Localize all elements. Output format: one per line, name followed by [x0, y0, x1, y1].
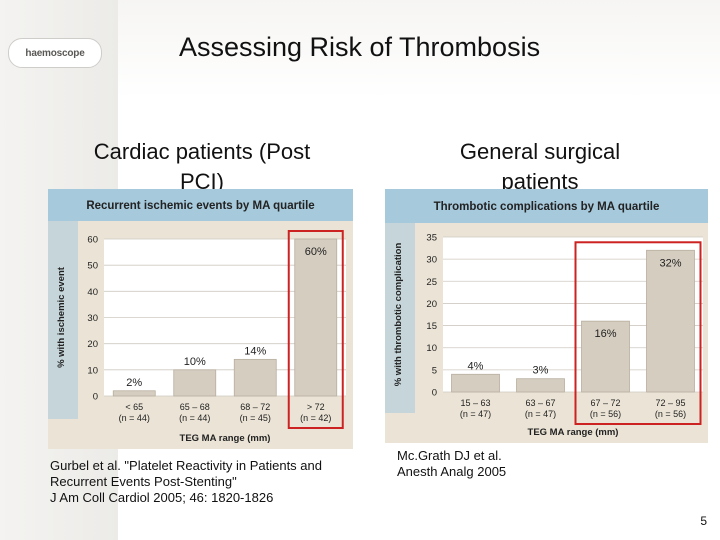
- y-tick-label: 30: [426, 255, 437, 266]
- y-tick-label: 0: [432, 388, 437, 399]
- page-number: 5: [700, 514, 707, 528]
- x-category-count: (n = 42): [300, 413, 331, 423]
- slide-title: Assessing Risk of Thrombosis: [178, 32, 541, 62]
- highlight-box: [287, 230, 344, 429]
- highlight-box: [574, 241, 702, 425]
- ischemic-events-chart: Recurrent ischemic events by MA quartile…: [48, 189, 353, 449]
- bar-value-label: 60%: [305, 246, 327, 258]
- y-tick-label: 40: [87, 287, 98, 298]
- chart-title: Thrombotic complications by MA quartile: [434, 201, 660, 213]
- bar: [516, 378, 565, 393]
- y-tick-label: 50: [87, 261, 98, 272]
- x-category-label: 72 – 95: [655, 398, 685, 408]
- chart-title: Recurrent ischemic events by MA quartile: [86, 200, 314, 212]
- y-tick-label: 25: [426, 277, 437, 288]
- right-citation: Mc.Grath DJ et al. Anesth Analg 2005: [397, 448, 597, 480]
- x-category-label: 68 – 72: [240, 402, 270, 412]
- x-category-label: > 72: [307, 402, 325, 412]
- right-citation-line2: Anesth Analg 2005: [397, 464, 507, 479]
- y-axis-label: % with thrombotic complication: [393, 243, 404, 387]
- bar-value-label: 2%: [126, 377, 142, 389]
- bar-value-label: 4%: [468, 360, 484, 372]
- x-category-label: < 65: [125, 402, 143, 412]
- right-citation-line1: Mc.Grath DJ et al.: [397, 448, 502, 463]
- y-tick-label: 30: [87, 313, 98, 324]
- left-column-heading: Cardiac patients (Post PCI): [50, 137, 354, 197]
- bar-value-label: 14%: [244, 345, 266, 357]
- right-heading-line1: General surgical: [459, 139, 621, 164]
- x-axis-label: TEG MA range (mm): [180, 433, 271, 444]
- y-tick-label: 5: [432, 365, 437, 376]
- bar: [451, 373, 500, 393]
- chart-title-band: [385, 189, 708, 223]
- y-tick-label: 10: [87, 365, 98, 376]
- x-category-count: (n = 44): [119, 413, 150, 423]
- y-tick-label: 15: [426, 321, 437, 332]
- x-category-count: (n = 44): [179, 413, 210, 423]
- left-citation: Gurbel et al. "Platelet Reactivity in Pa…: [50, 458, 370, 506]
- left-citation-line1: Gurbel et al. "Platelet Reactivity in Pa…: [50, 458, 322, 473]
- left-citation-line3: J Am Coll Cardiol 2005; 46: 1820-1826: [50, 490, 274, 505]
- thrombotic-complications-chart: Thrombotic complications by MA quartile 0…: [385, 189, 708, 443]
- bar-value-label: 32%: [659, 257, 681, 269]
- y-axis-label: % with ischemic event: [56, 266, 67, 368]
- x-category-count: (n = 56): [655, 409, 686, 419]
- bar-value-label: 16%: [594, 328, 616, 340]
- y-tick-label: 20: [426, 299, 437, 310]
- y-tick-label: 60: [87, 235, 98, 246]
- bar: [581, 320, 630, 393]
- header-band: [118, 0, 720, 98]
- bar-value-label: 3%: [533, 365, 549, 377]
- left-heading-line1: Cardiac patients (Post: [93, 139, 311, 164]
- y-tick-label: 20: [87, 339, 98, 350]
- bar: [646, 249, 695, 393]
- x-category-count: (n = 45): [240, 413, 271, 423]
- bar: [173, 369, 217, 397]
- haemoscope-logo: haemoscope: [8, 38, 102, 68]
- x-category-count: (n = 56): [590, 409, 621, 419]
- left-citation-line2: Recurrent Events Post-Stenting": [50, 474, 237, 489]
- y-tick-label: 0: [93, 392, 98, 403]
- x-category-label: 65 – 68: [180, 402, 210, 412]
- x-axis-label: TEG MA range (mm): [528, 427, 619, 438]
- y-axis-band: [48, 221, 78, 419]
- x-category-count: (n = 47): [525, 409, 556, 419]
- chart-svg: Recurrent ischemic events by MA quartile…: [48, 189, 353, 444]
- x-category-label: 67 – 72: [590, 398, 620, 408]
- chart-title-band: [48, 189, 353, 221]
- bar: [294, 238, 338, 397]
- y-tick-label: 35: [426, 233, 437, 244]
- x-category-label: 63 – 67: [525, 398, 555, 408]
- y-axis-band: [385, 223, 415, 413]
- logo-text: haemoscope: [25, 47, 85, 59]
- y-tick-label: 10: [426, 343, 437, 354]
- x-category-count: (n = 47): [460, 409, 491, 419]
- bar: [112, 390, 156, 397]
- right-column-heading: General surgical patients: [385, 137, 695, 197]
- bar-value-label: 10%: [184, 356, 206, 368]
- bar: [233, 358, 277, 397]
- chart-svg: Thrombotic complications by MA quartile 0…: [385, 189, 708, 438]
- x-category-label: 15 – 63: [460, 398, 490, 408]
